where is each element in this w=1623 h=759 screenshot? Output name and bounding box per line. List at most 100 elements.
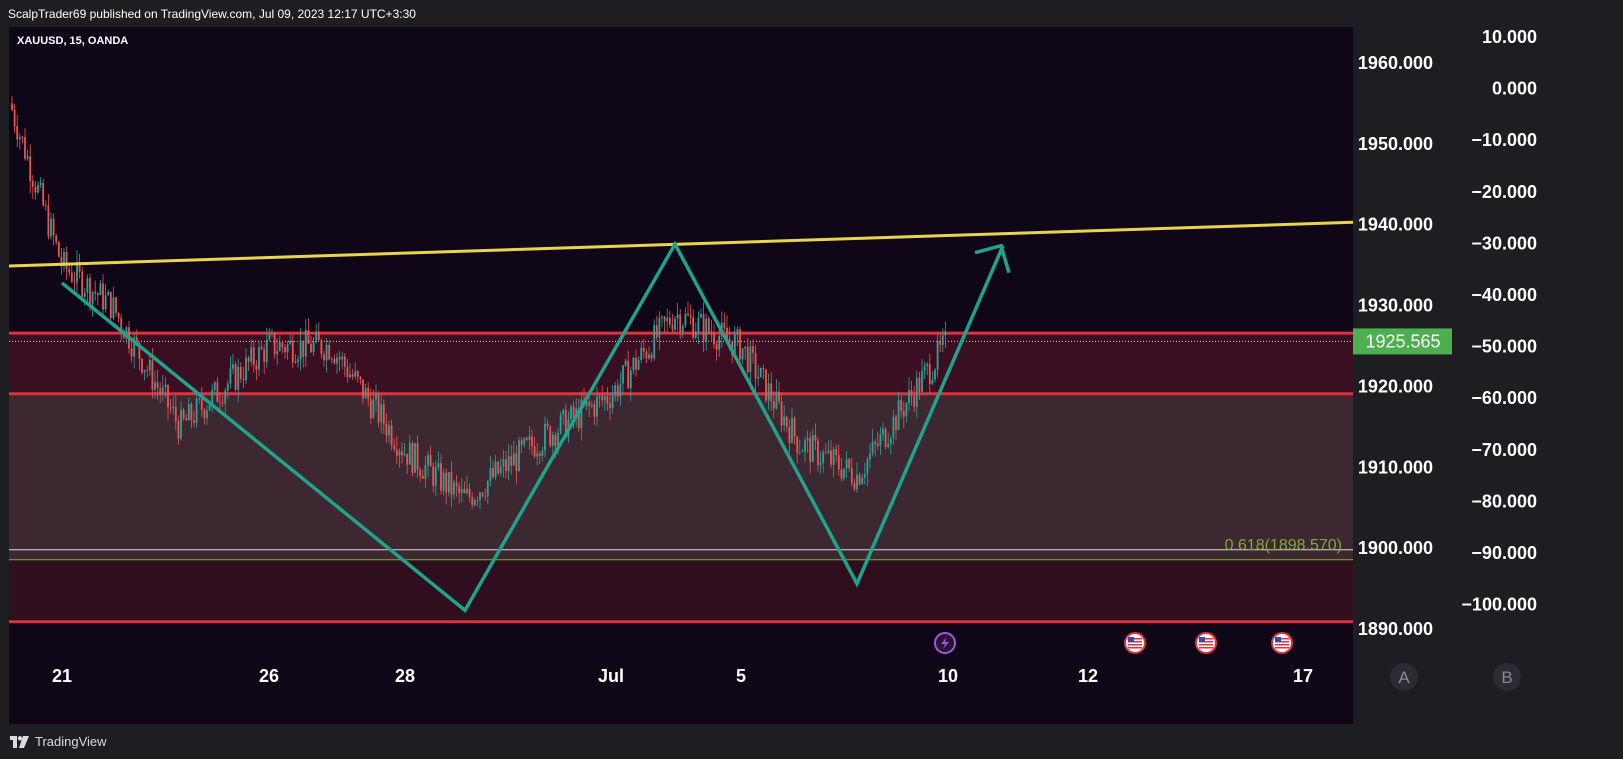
secondary-tick-label: −90.000 — [1471, 543, 1537, 563]
candle-body — [629, 370, 632, 389]
candle-body — [510, 456, 513, 466]
candle-body — [874, 441, 877, 444]
candle-body — [596, 396, 598, 417]
candle-body — [671, 325, 674, 330]
arrow-head — [974, 243, 1011, 274]
tradingview-logo[interactable]: TradingView — [10, 734, 107, 749]
candle-body — [533, 446, 536, 457]
bolt-icon[interactable] — [934, 632, 956, 654]
candle-body — [889, 438, 892, 444]
candle-body — [692, 317, 695, 338]
flag-canton — [1275, 637, 1281, 642]
time-tick-label: 28 — [395, 666, 415, 686]
candle-body — [507, 456, 510, 472]
axis-button-a[interactable] — [1390, 663, 1418, 691]
candle-body — [648, 354, 650, 359]
us-flag-icon[interactable] — [1195, 632, 1217, 654]
us-flag-icon[interactable] — [1124, 632, 1146, 654]
candle-body — [876, 443, 879, 446]
candle-body — [50, 218, 52, 237]
candle-body — [167, 384, 169, 408]
candle-body — [811, 435, 814, 463]
candle-body — [442, 472, 445, 491]
axis-button-label: B — [1501, 668, 1512, 687]
candle-body — [663, 316, 666, 322]
candle-body — [161, 386, 164, 395]
last-price-badge[interactable] — [1353, 328, 1452, 355]
candle-body — [837, 455, 840, 470]
time-tick-label: 10 — [938, 666, 958, 686]
price-tick-label: 1930.000 — [1358, 296, 1433, 316]
candle-body — [640, 347, 643, 361]
candle-body — [489, 468, 492, 481]
candle-body — [104, 295, 107, 310]
candle-body — [653, 325, 656, 359]
flag-icon-ring — [1124, 632, 1146, 654]
candle-body — [330, 358, 333, 360]
candle-body — [593, 404, 596, 417]
candle-body — [921, 370, 923, 392]
candle-body — [351, 374, 354, 377]
candle-body — [684, 313, 687, 326]
candle-body — [910, 389, 913, 396]
candle-body — [96, 293, 99, 296]
time-tick-label: 17 — [1293, 666, 1313, 686]
candle-body — [216, 382, 219, 402]
chart-area[interactable]: 1960.000 1950.000 1940.000 1930.000 1920.000… — [9, 27, 1614, 724]
candle-body — [824, 452, 827, 454]
candle-body — [47, 205, 50, 237]
candle-body — [850, 468, 853, 483]
candle-body — [68, 268, 71, 273]
candle-body — [450, 471, 453, 495]
candle-body — [687, 313, 689, 316]
candle-body — [468, 488, 471, 497]
candle-body — [138, 342, 141, 359]
candle-body — [408, 443, 411, 465]
flag-stripe — [1128, 638, 1142, 640]
candle-body — [193, 420, 195, 423]
candle-body — [853, 482, 856, 490]
candle-body — [767, 383, 770, 401]
candle-body — [325, 344, 328, 361]
candle-body — [336, 357, 338, 364]
candle-body — [871, 441, 874, 454]
candle-body — [637, 360, 640, 370]
us-flag-icon[interactable] — [1271, 632, 1293, 654]
axis-button-b[interactable] — [1493, 663, 1521, 691]
publish-line: ScalpTrader69 published on TradingView.c… — [8, 7, 416, 21]
candle-body — [614, 385, 617, 396]
candle-body — [627, 360, 630, 389]
candle-body — [676, 314, 679, 319]
candle-body — [900, 400, 903, 411]
candle-body — [229, 368, 232, 384]
candle-body — [55, 235, 58, 243]
candle-body — [809, 437, 812, 463]
zigzag-pattern-path[interactable] — [60, 240, 1005, 614]
chart-svg[interactable]: 1960.000 1950.000 1940.000 1930.000 1920.000… — [9, 27, 1614, 724]
candle-body — [130, 348, 133, 357]
candle-body — [232, 364, 234, 369]
candle-body — [793, 418, 796, 437]
candle-body — [484, 495, 487, 497]
candle-body — [523, 438, 526, 445]
candle-body — [91, 291, 94, 304]
candle-body — [263, 349, 266, 362]
candle-body — [765, 369, 767, 401]
candle-body — [749, 346, 752, 373]
candle-body — [286, 343, 289, 353]
candle-body — [281, 342, 284, 348]
candle-body — [224, 390, 227, 404]
price-tick-label: 1920.000 — [1358, 376, 1433, 396]
candle-body — [338, 357, 341, 360]
candle-body — [650, 354, 653, 359]
candle-body — [804, 440, 806, 452]
candle-body — [239, 366, 242, 379]
candle-body — [112, 297, 115, 319]
candle-body — [221, 402, 224, 404]
candle-body — [791, 418, 793, 443]
candle-body — [788, 427, 791, 443]
resistance-trendline[interactable] — [9, 220, 1354, 268]
candle-body — [359, 376, 362, 380]
candle-body — [260, 347, 263, 350]
candle-body — [190, 404, 193, 421]
